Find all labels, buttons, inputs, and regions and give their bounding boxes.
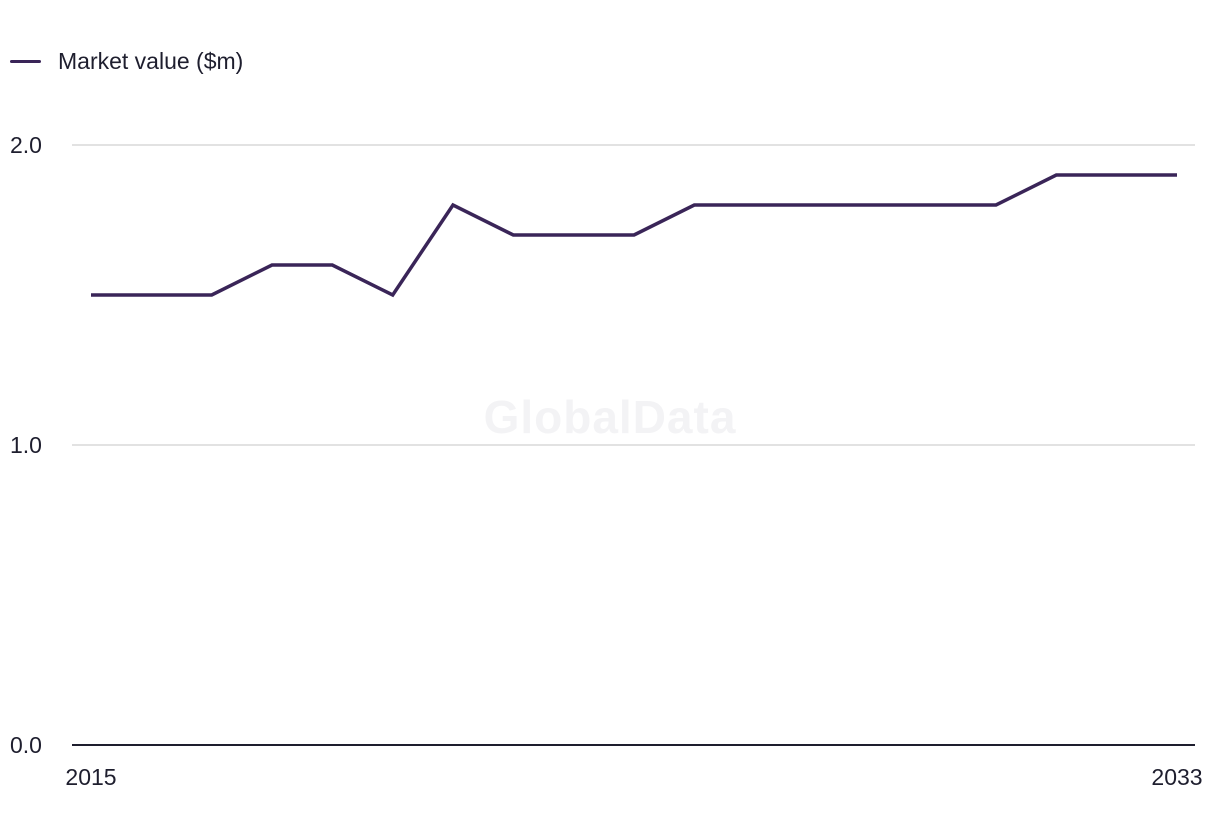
data-point [994,203,998,207]
legend-label: Market value ($m) [58,47,244,74]
x-tick-label: 2015 [65,764,116,790]
x-tick-label: 2033 [1151,764,1202,790]
data-point [1115,173,1119,177]
watermark: GlobalData [483,391,737,443]
data-point [572,233,576,237]
y-tick-label: 1.0 [10,432,42,458]
data-point [1175,173,1179,177]
data-point [753,203,757,207]
y-tick-label: 0.0 [10,732,42,758]
data-point [149,293,153,297]
y-tick-label: 2.0 [10,132,42,158]
legend: Market value ($m) [10,46,243,76]
data-point [210,293,214,297]
data-point [451,203,455,207]
data-point [632,233,636,237]
data-point [692,203,696,207]
legend-swatch [10,59,41,63]
data-point [873,203,877,207]
data-point [1054,173,1058,177]
data-point [934,203,938,207]
series-line [91,173,1177,298]
data-point [270,263,274,267]
data-point [89,293,93,297]
data-point [330,263,334,267]
data-point [391,293,395,297]
data-point [511,233,515,237]
data-point [813,203,817,207]
